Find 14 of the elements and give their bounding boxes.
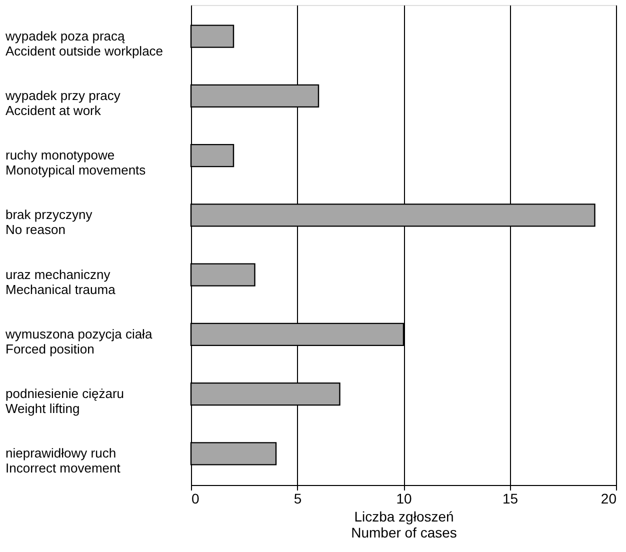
x-tick-label: 0 (192, 490, 200, 506)
y-tick-label: podniesienie ciężaru Weight lifting (6, 386, 124, 416)
y-tick-label: uraz mechaniczny Mechanical trauma (6, 266, 116, 297)
y-tick-label: wypadek przy pracy Accident at work (4, 88, 121, 118)
x-axis-title: Liczba zgłoszeń Number of cases (351, 508, 457, 540)
x-tick-label: 20 (600, 490, 617, 506)
y-tick-label: wymuszona pozycja ciała Forced position (4, 326, 153, 356)
y-tick-label: brak przyczyny No reason (6, 207, 93, 238)
x-tick-label: 5 (294, 490, 302, 506)
y-tick-label: ruchy monotypowe Monotypical movements (6, 148, 146, 178)
x-tick-label: 10 (396, 490, 412, 506)
y-tick-label: nieprawidłowy ruch Incorrect movement (6, 446, 121, 476)
x-tick-label: 15 (502, 490, 518, 506)
y-tick-label: wypadek poza pracą Accident outside workplace (4, 28, 164, 58)
